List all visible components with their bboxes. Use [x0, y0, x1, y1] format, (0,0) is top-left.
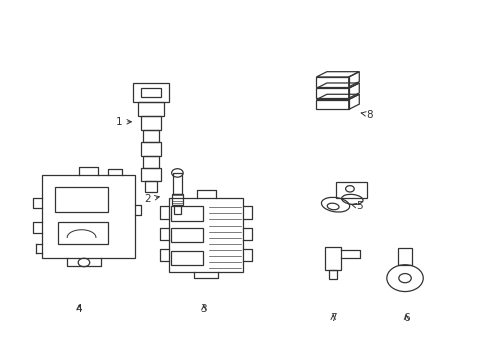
- Text: 7: 7: [329, 313, 336, 323]
- Text: 2: 2: [144, 194, 159, 204]
- Text: 3: 3: [200, 304, 206, 314]
- Text: 5: 5: [350, 202, 362, 211]
- Text: 6: 6: [402, 313, 409, 323]
- Text: 8: 8: [360, 110, 373, 120]
- Text: 1: 1: [115, 117, 131, 127]
- Text: 4: 4: [76, 304, 82, 314]
